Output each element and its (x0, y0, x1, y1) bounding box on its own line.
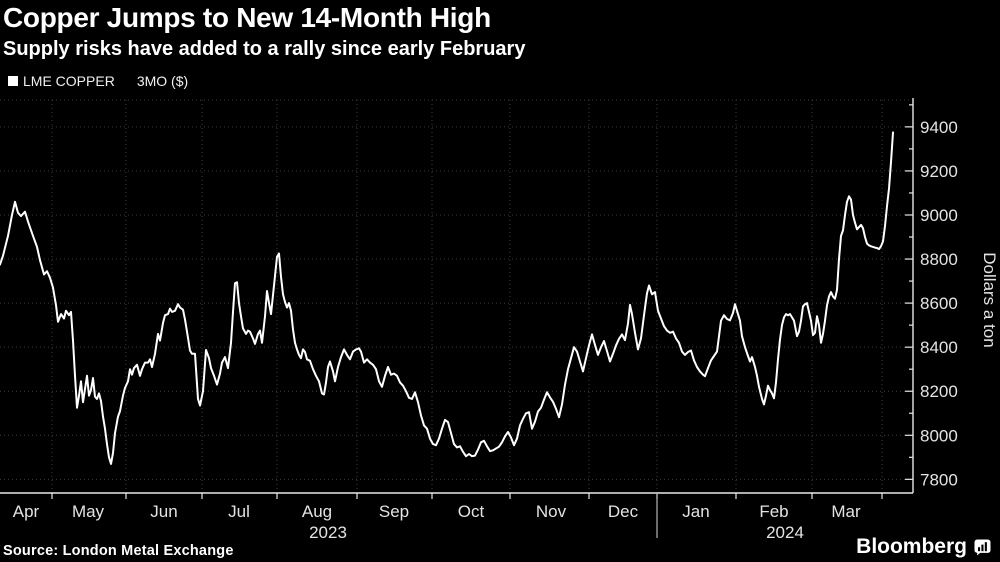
x-tick-label-month: Nov (536, 502, 567, 521)
source-note: Source: London Metal Exchange (3, 543, 234, 559)
price-chart: 7800 8000 8200 8400 8600 8800 9000 9200 9400 Apr M… (0, 95, 1000, 545)
y-tick-label: 9200 (920, 162, 958, 181)
price-line (0, 131, 894, 465)
x-tick-label-month: Oct (458, 502, 485, 521)
bloomberg-logo: Bloomberg (856, 535, 991, 559)
legend-series-label: LME COPPER (23, 73, 115, 89)
x-tick-label-month: May (72, 502, 105, 521)
x-tick-label-month: Feb (759, 502, 788, 521)
page-subtitle: Supply risks have added to a rally since… (3, 38, 526, 60)
y-tick-label: 7800 (920, 470, 958, 489)
legend: LME COPPER 3MO ($) (8, 73, 188, 89)
y-tick-label: 8400 (920, 338, 958, 357)
x-tick-label-month: Jun (150, 502, 177, 521)
x-tick-label-year: 2023 (309, 523, 347, 542)
price-chart-canvas: 7800 8000 8200 8400 8600 8800 9000 9200 9400 Apr M… (0, 98, 999, 542)
y-tick-label: 8800 (920, 250, 958, 269)
x-tick-label-year: 2024 (766, 523, 804, 542)
x-tick-label-month: Sep (379, 502, 409, 521)
bloomberg-wordmark: Bloomberg (856, 535, 967, 558)
y-tick-label: 8000 (920, 426, 958, 445)
x-tick-label-month: Aug (302, 502, 332, 521)
x-tick-label-month: Dec (608, 502, 639, 521)
y-axis-title: Dollars a ton (980, 252, 999, 347)
y-tick-label: 9000 (920, 206, 958, 225)
y-tick-label: 8600 (920, 294, 958, 313)
bloomberg-chart-bubble-icon (974, 539, 991, 555)
y-tick-label: 8200 (920, 382, 958, 401)
legend-unit-label: 3MO ($) (136, 73, 189, 89)
y-tick-label: 9400 (920, 118, 958, 137)
x-tick-label-month: Jan (682, 502, 709, 521)
x-tick-label-month: Apr (13, 502, 40, 521)
legend-marker (8, 76, 18, 86)
page-title: Copper Jumps to New 14-Month High (3, 2, 491, 33)
x-tick-label-month: Jul (228, 502, 250, 521)
x-tick-label-month: Mar (831, 502, 861, 521)
